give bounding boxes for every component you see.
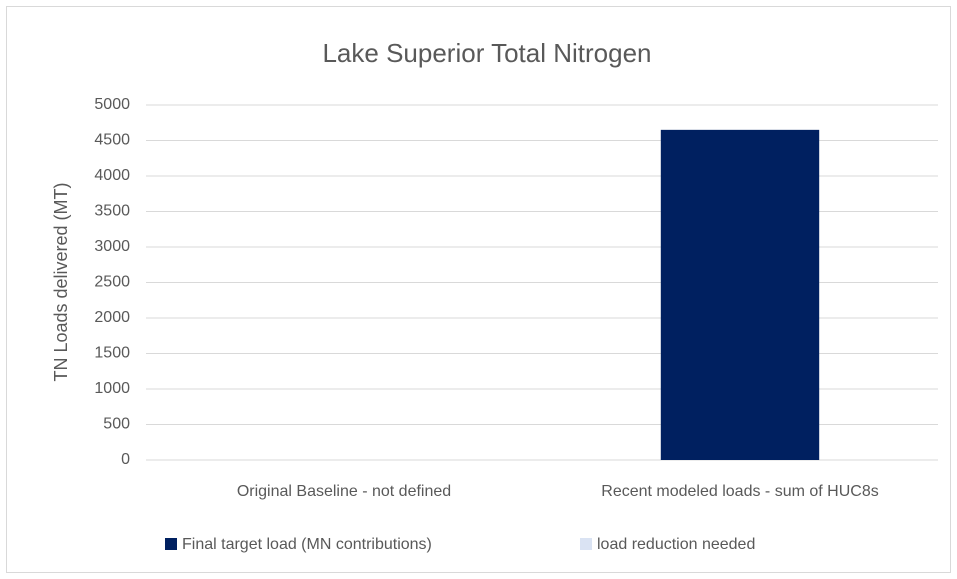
y-tick-label: 3500 <box>94 203 130 220</box>
y-tick-label: 5000 <box>94 96 130 113</box>
y-tick-label: 1500 <box>94 345 130 362</box>
y-tick-label: 0 <box>121 451 130 468</box>
x-tick-label: Original Baseline - not defined <box>237 483 451 500</box>
x-tick-label: Recent modeled loads - sum of HUC8s <box>601 483 878 500</box>
y-axis-label: TN Loads delivered (MT) <box>51 182 71 381</box>
y-tick-label: 2500 <box>94 274 130 291</box>
y-tick-label: 1000 <box>94 380 130 397</box>
legend-swatch <box>165 538 177 550</box>
chart-title: Lake Superior Total Nitrogen <box>322 38 651 68</box>
y-tick-label: 500 <box>103 416 130 433</box>
legend-swatch <box>580 538 592 550</box>
y-tick-label: 2000 <box>94 309 130 326</box>
y-tick-label: 4000 <box>94 167 130 184</box>
y-tick-label: 4500 <box>94 132 130 149</box>
bar-segment <box>660 129 820 460</box>
legend-label: Final target load (MN contributions) <box>182 536 432 553</box>
legend-label: load reduction needed <box>597 536 755 553</box>
y-tick-label: 3000 <box>94 238 130 255</box>
